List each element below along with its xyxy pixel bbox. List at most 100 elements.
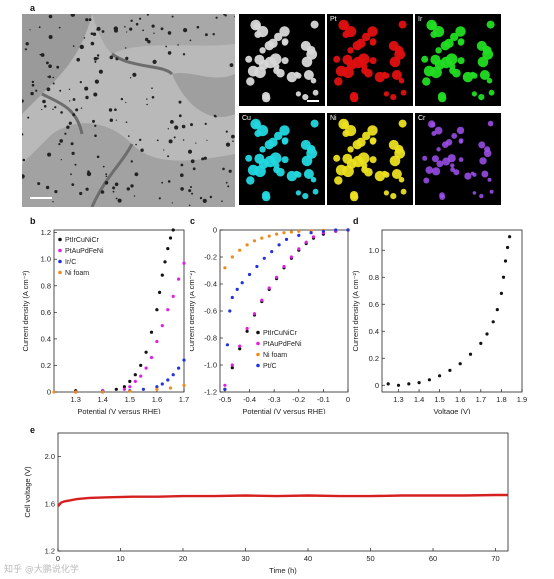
y-axis-label: Cell voltage (V) [23,466,32,518]
map-tile-ni: Ni [327,113,413,205]
map-particle [334,176,343,185]
tem-particle [76,57,80,62]
map-tile-cr: Cr [415,113,501,205]
tem-particle [94,60,97,63]
map-particle [268,137,278,147]
data-point [141,387,145,391]
tem-particle [60,159,62,161]
tem-particle [232,140,234,142]
tem-particle [140,148,144,152]
y-tick-label: 0 [213,226,217,235]
tem-particle [132,72,137,77]
legend-entry: PtAuPdFeNi [65,248,104,255]
map-particle [259,47,266,54]
y-tick-label: -0.4 [204,280,217,289]
tem-particle [58,143,61,146]
data-point [448,368,452,372]
map-particle [431,155,439,163]
data-point [495,308,499,312]
tem-particle [195,142,197,144]
map-gray-svg [245,19,319,103]
tem-particle [60,111,63,114]
map-particle [312,89,319,96]
data-point [160,324,164,328]
map-pt-svg [333,19,407,103]
data-point [275,275,279,279]
tem-particle [188,189,192,193]
tem-particle [41,108,43,111]
tem-particle [38,26,41,29]
map-particle [306,144,316,154]
tem-particle [79,44,84,50]
data-point [230,363,234,367]
tem-particle [160,27,164,31]
legend-entry: Ni foam [65,270,89,277]
tem-particle [130,160,133,163]
data-point [114,387,118,391]
data-point [144,350,148,354]
tem-particle [72,98,76,101]
data-point [155,308,159,312]
tem-particle [215,16,218,19]
map-particle [478,141,486,149]
data-point [182,383,186,387]
tem-particle [24,48,27,51]
map-particle [489,189,494,194]
tem-particle [196,25,200,29]
data-point [260,298,264,302]
data-point [309,231,313,235]
tem-particle [92,32,97,36]
tem-particle [182,53,186,56]
tem-particle [22,158,26,162]
y-axis-label: Current density (A cm⁻²) [190,270,196,352]
data-point [386,382,390,386]
data-point [223,266,227,270]
data-point [168,236,173,240]
map-particle [303,169,314,179]
map-particle [257,26,269,38]
x-tick-label: 1.3 [393,395,403,404]
map-particle [341,22,349,30]
map-particle [352,56,364,69]
tem-particle [151,96,155,99]
tem-particle [105,173,108,176]
data-point [149,330,154,334]
y-tick-label: 1.6 [45,499,55,508]
tem-particle [139,17,142,20]
data-point [284,237,289,241]
tem-particle [165,45,168,48]
data-point [255,264,259,269]
y-tick-label: 0.6 [369,300,379,309]
map-particle [306,45,316,55]
map-particle [350,93,359,103]
legend-marker [256,363,260,368]
tem-particle [151,87,153,89]
y-tick-label: 0.8 [41,281,51,290]
x-tick-label: 1.4 [414,395,424,404]
data-point [247,272,252,277]
tem-particle [177,44,179,46]
legend-entry: Ni foam [263,352,287,359]
data-point [270,250,274,254]
map-particle [442,157,451,166]
data-point [427,378,431,382]
x-tick-label: -0.2 [292,395,305,404]
tem-particle [167,155,170,158]
tem-particle [66,125,70,129]
tem-particle [93,92,98,97]
data-point [74,390,78,394]
data-point [334,228,338,232]
tem-particle [39,53,42,56]
tem-particle [108,108,113,112]
map-particle [279,26,290,37]
map-particle [394,144,404,154]
data-point [245,329,249,333]
data-point [277,243,281,247]
tem-particle [228,169,232,173]
plot-frame [53,229,185,393]
x-tick-label: 1.6 [152,395,162,404]
map-particle [254,153,265,164]
tem-particle [109,118,114,122]
tem-particle [72,45,75,47]
data-point [149,355,154,360]
